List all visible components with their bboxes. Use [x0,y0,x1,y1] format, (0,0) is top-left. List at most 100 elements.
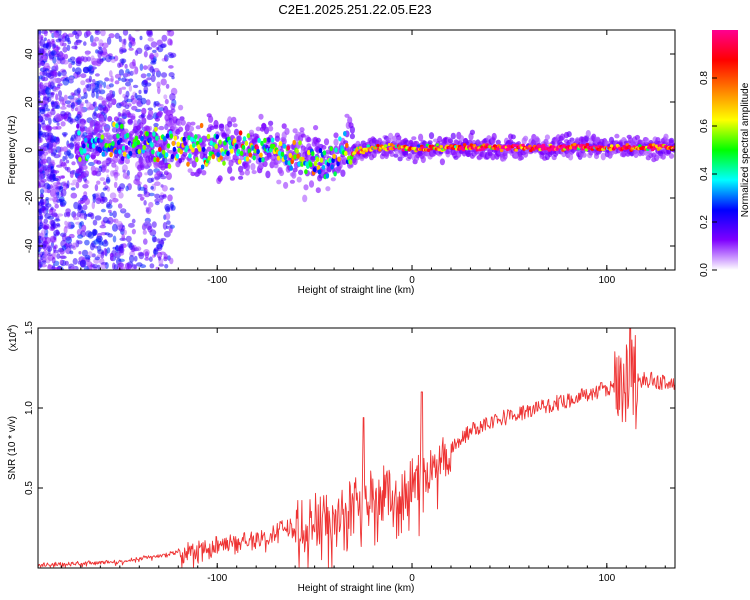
spectrogram-noise-blob [108,78,114,82]
spectrogram-halo-blob [411,136,417,141]
spectrogram-noise-blob [147,37,154,42]
spectrogram-halo-blob [225,154,231,162]
spectrogram-halo-blob [347,116,353,124]
spectrogram-noise-blob [51,196,59,203]
spectrogram-halo-blob [188,125,195,132]
spectrogram-ridge-blob [529,149,533,153]
spectrogram-noise-blob [43,62,50,68]
spectrogram-halo-blob [258,113,264,120]
spectrogram-noise-blob [80,73,87,79]
spectrogram-noise-blob [39,215,44,220]
spectrogram-halo-blob [333,138,339,147]
spectrogram-noise-blob [150,74,156,83]
spectrogram-halo-blob [268,125,274,132]
spectrogram-halo-blob [118,128,124,133]
spectrogram-ridge-blob [183,140,187,146]
spectrogram-noise-blob [81,249,89,257]
spectrogram-noise-blob [38,235,42,239]
spectrogram-ridge-blob [122,151,127,157]
spectrogram-noise-blob [53,177,59,182]
spectrogram-ridge-blob [137,148,142,155]
spectrogram-halo-blob [88,132,94,137]
spectrogram-noise-blob [133,264,137,270]
spectrogram-noise-blob [98,103,103,108]
spectrogram-halo-blob [111,162,117,168]
spectrogram-noise-blob [61,175,65,179]
spectrogram-noise-blob [154,198,161,203]
x-tick-label: 0 [409,573,415,584]
spectrogram-noise-blob [156,243,163,250]
spectrogram-ridge-blob [166,143,171,149]
x-tick-label: -100 [207,275,227,286]
spectrogram-noise-blob [61,233,67,242]
spectrogram-noise-blob [154,52,159,58]
y-tick-label: 1.5 [24,321,35,335]
spectrogram-noise-blob [146,77,152,81]
spectrogram-ridge-blob [176,141,181,147]
spectrogram-noise-blob [48,256,52,262]
spectrogram-ridge-blob [82,143,86,149]
spectrogram-noise-blob [38,118,42,123]
spectrogram-ridge-blob [134,135,139,141]
spectrogram-noise-blob [167,158,172,163]
spectrogram-noise-blob [121,58,125,66]
spectrogram-ridge-blob [383,144,388,148]
spectrogram-noise-blob [41,229,47,236]
spectrogram-ridge-blob [80,149,84,155]
spectrogram-noise-blob [119,265,126,270]
spectrogram-noise-blob [50,152,57,157]
spectrogram-noise-blob [101,240,109,247]
spectrogram-noise-blob [64,53,69,60]
spectrogram-halo-blob [310,155,316,161]
spectrogram-noise-blob [102,196,108,203]
spectrogram-halo-blob [428,132,435,140]
spectrogram-noise-blob [55,125,62,130]
spectrogram-noise-blob [54,218,61,222]
spectrogram-noise-blob [60,121,66,127]
spectrogram-noise-blob [85,78,92,83]
spectrogram-halo-blob [283,181,289,189]
spectrogram-noise-blob [131,105,138,111]
spectrogram-noise-blob [136,178,141,187]
spectrogram-halo-blob [208,115,214,123]
spectrogram-noise-blob [64,111,70,116]
spectrogram-ridge-blob [161,149,166,155]
spectrogram-noise-blob [106,36,112,45]
spectrogram-noise-blob [147,107,153,111]
spectrogram-noise-blob [43,30,48,37]
spectrogram-ridge-blob [118,149,122,155]
spectrogram-ridge-blob [128,150,133,157]
spectrogram-noise-blob [129,61,137,69]
spectrogram-ridge-blob [242,136,247,142]
spectrogram-noise-blob [103,81,107,89]
spectrogram-ridge-blob [248,152,253,158]
spectrogram-noise-blob [49,161,56,167]
spectrogram-noise-blob [45,203,52,208]
spectrogram-ridge-blob [151,149,155,155]
spectrogram-halo-blob [111,98,117,106]
spectrogram-halo-blob [418,133,424,142]
spectrogram-noise-blob [158,125,165,131]
spectrogram-halo-blob [231,116,237,123]
spectrogram-halo-blob [149,145,155,150]
spectrogram-ridge-blob [259,152,263,158]
spectrogram-noise-blob [79,259,87,268]
spectrogram-noise-blob [43,188,51,193]
spectrogram-halo-blob [510,134,516,140]
y-tick-label: -20 [24,190,35,205]
spectrogram-ridge-blob [171,140,176,146]
spectrogram-halo-blob [422,140,428,146]
spectrogram-ridge-blob [230,148,234,154]
spectrogram-noise-blob [63,212,68,218]
spectrogram-halo-blob [148,109,154,117]
spectrogram-noise-blob [58,149,62,158]
spectrogram-noise-blob [87,107,91,111]
spectrogram-halo-blob [176,119,182,127]
spectrogram-halo-blob [281,123,287,129]
spectrogram-noise-blob [149,263,155,269]
spectrogram-halo-blob [502,152,508,160]
spectrogram-ridge-blob [288,152,293,158]
spectrogram-noise-blob [47,263,52,270]
spectrogram-ridge-blob [211,154,216,160]
spectrogram-noise-blob [138,89,142,95]
